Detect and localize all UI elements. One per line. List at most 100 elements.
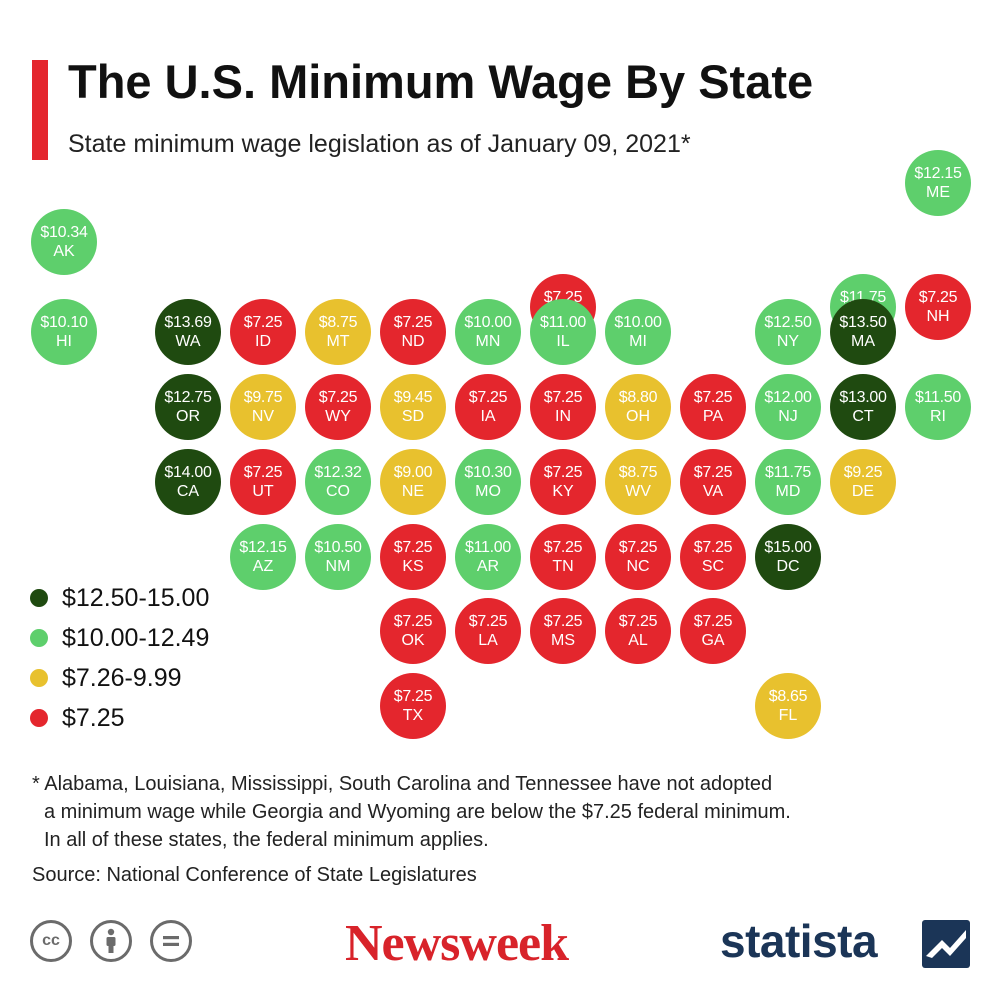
state-wage: $14.00: [164, 464, 212, 481]
state-abbr: NJ: [778, 408, 798, 425]
state-nc[interactable]: $7.25 NC: [605, 524, 671, 590]
state-wage: $10.30: [464, 464, 512, 481]
newsweek-logo[interactable]: Newsweek: [345, 915, 569, 972]
state-abbr: UT: [252, 483, 274, 500]
state-ky[interactable]: $7.25 KY: [530, 449, 596, 515]
state-abbr: OR: [176, 408, 200, 425]
state-wa[interactable]: $13.69 WA: [155, 299, 221, 365]
state-wage: $7.25: [393, 314, 433, 331]
legend-label-low: $7.25: [62, 703, 125, 732]
state-abbr: OK: [401, 632, 425, 649]
state-abbr: AL: [628, 632, 648, 649]
state-tile-map: $12.15ME$10.34AK$7.25WI$11.75VT$7.25NH$1…: [31, 150, 971, 739]
state-nh[interactable]: $7.25 NH: [905, 274, 971, 340]
state-al[interactable]: $7.25 AL: [605, 598, 671, 664]
state-wage: $7.25: [918, 289, 958, 306]
state-ct[interactable]: $13.00 CT: [830, 374, 896, 440]
legend-item-mid-low: $7.26-9.99: [30, 658, 209, 698]
state-tx[interactable]: $7.25 TX: [380, 673, 446, 739]
state-wage: $7.25: [468, 613, 508, 630]
state-or[interactable]: $12.75 OR: [155, 374, 221, 440]
state-mn[interactable]: $10.00 MN: [455, 299, 521, 365]
state-abbr: GA: [701, 632, 725, 649]
state-ri[interactable]: $11.50 RI: [905, 374, 971, 440]
footnote: * Alabama, Louisiana, Mississippi, South…: [32, 770, 982, 854]
state-va[interactable]: $7.25 VA: [680, 449, 746, 515]
legend-item-low: $7.25: [30, 698, 209, 738]
state-in[interactable]: $7.25 IN: [530, 374, 596, 440]
state-abbr: ID: [255, 333, 271, 350]
state-abbr: VA: [702, 483, 724, 500]
state-de[interactable]: $9.25 DE: [830, 449, 896, 515]
state-co[interactable]: $12.32 CO: [305, 449, 371, 515]
state-ok[interactable]: $7.25 OK: [380, 598, 446, 664]
state-ma[interactable]: $13.50 MA: [830, 299, 896, 365]
state-ne[interactable]: $9.00 NE: [380, 449, 446, 515]
state-id[interactable]: $7.25 ID: [230, 299, 296, 365]
state-wage: $9.00: [393, 464, 433, 481]
state-wage: $12.75: [164, 389, 212, 406]
state-oh[interactable]: $8.80 OH: [605, 374, 671, 440]
state-wage: $8.75: [318, 314, 358, 331]
state-abbr: PA: [702, 408, 724, 425]
attribution-icon[interactable]: [90, 920, 132, 962]
statista-logo[interactable]: statista: [720, 915, 878, 967]
state-nd[interactable]: $7.25 ND: [380, 299, 446, 365]
state-tn[interactable]: $7.25 TN: [530, 524, 596, 590]
state-abbr: OH: [626, 408, 650, 425]
state-hi[interactable]: $10.10 HI: [31, 299, 97, 365]
state-wage: $7.25: [543, 389, 583, 406]
state-mi[interactable]: $10.00 MI: [605, 299, 671, 365]
state-ms[interactable]: $7.25 MS: [530, 598, 596, 664]
state-wage: $7.25: [693, 613, 733, 630]
state-ia[interactable]: $7.25 IA: [455, 374, 521, 440]
state-abbr: KY: [552, 483, 574, 500]
page-subtitle: State minimum wage legislation as of Jan…: [68, 130, 691, 158]
state-ar[interactable]: $11.00 AR: [455, 524, 521, 590]
state-abbr: HI: [56, 333, 72, 350]
state-nj[interactable]: $12.00 NJ: [755, 374, 821, 440]
state-wage: $7.25: [393, 688, 433, 705]
state-abbr: FL: [778, 707, 798, 724]
state-abbr: AK: [53, 243, 75, 260]
state-la[interactable]: $7.25 LA: [455, 598, 521, 664]
state-wage: $11.50: [915, 389, 961, 406]
state-mo[interactable]: $10.30 MO: [455, 449, 521, 515]
state-sc[interactable]: $7.25 SC: [680, 524, 746, 590]
state-wage: $10.00: [614, 314, 662, 331]
state-me[interactable]: $12.15 ME: [905, 150, 971, 216]
state-ca[interactable]: $14.00 CA: [155, 449, 221, 515]
state-ny[interactable]: $12.50 NY: [755, 299, 821, 365]
state-wage: $7.25: [693, 464, 733, 481]
state-nm[interactable]: $10.50 NM: [305, 524, 371, 590]
state-ak[interactable]: $10.34 AK: [31, 209, 97, 275]
state-abbr: NY: [776, 333, 800, 350]
state-az[interactable]: $12.15 AZ: [230, 524, 296, 590]
state-ut[interactable]: $7.25 UT: [230, 449, 296, 515]
state-il[interactable]: $11.00 IL: [530, 299, 596, 365]
state-wage: $12.00: [764, 389, 812, 406]
state-sd[interactable]: $9.45 SD: [380, 374, 446, 440]
legend-swatch-low: [30, 709, 48, 727]
state-abbr: DE: [851, 483, 875, 500]
state-md[interactable]: $11.75 MD: [755, 449, 821, 515]
state-ga[interactable]: $7.25 GA: [680, 598, 746, 664]
state-abbr: MS: [551, 632, 575, 649]
state-abbr: TN: [552, 558, 574, 575]
state-pa[interactable]: $7.25 PA: [680, 374, 746, 440]
state-wage: $7.25: [543, 464, 583, 481]
state-mt[interactable]: $8.75 MT: [305, 299, 371, 365]
state-abbr: CA: [176, 483, 200, 500]
state-wy[interactable]: $7.25 WY: [305, 374, 371, 440]
state-wv[interactable]: $8.75 WV: [605, 449, 671, 515]
state-fl[interactable]: $8.65 FL: [755, 673, 821, 739]
state-abbr: AZ: [252, 558, 274, 575]
state-wage: $8.75: [618, 464, 658, 481]
cc-icon[interactable]: cc: [30, 920, 72, 962]
state-ks[interactable]: $7.25 KS: [380, 524, 446, 590]
no-derivatives-icon[interactable]: [150, 920, 192, 962]
state-abbr: AR: [476, 558, 500, 575]
state-nv[interactable]: $9.75 NV: [230, 374, 296, 440]
state-dc[interactable]: $15.00 DC: [755, 524, 821, 590]
legend-swatch-mid-low: [30, 669, 48, 687]
